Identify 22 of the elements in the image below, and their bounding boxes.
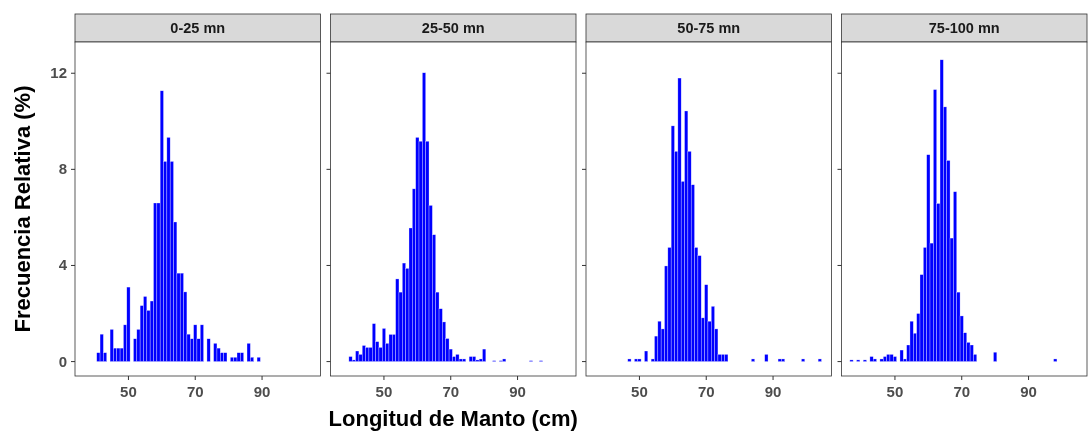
x-tick-label: 90 bbox=[253, 383, 271, 400]
y-axis-title: Frecuencia Relativa (%) bbox=[10, 85, 35, 333]
x-tick-label: 90 bbox=[509, 383, 526, 400]
y-tick-label: 0 bbox=[58, 352, 67, 370]
x-tick-label: 70 bbox=[697, 383, 715, 400]
x-tick-label: 70 bbox=[953, 383, 971, 400]
x-axis-title: Longitud de Manto (cm) bbox=[328, 406, 578, 431]
x-tick-label: 50 bbox=[375, 383, 393, 400]
x-tick-label: 50 bbox=[886, 383, 904, 400]
x-tick-label: 90 bbox=[764, 383, 782, 400]
x-tick-label: 70 bbox=[442, 383, 460, 400]
y-tick-label: 4 bbox=[58, 256, 68, 274]
y-tick-label: 12 bbox=[50, 64, 67, 82]
chart-title: 0-25 mn bbox=[170, 20, 226, 36]
chart-title: 75-100 mn bbox=[928, 20, 1000, 36]
chart-title: 25-50 mn bbox=[421, 20, 485, 36]
x-tick-label: 50 bbox=[631, 383, 648, 400]
y-tick-label: 8 bbox=[58, 160, 67, 178]
chart-title: 50-75 mn bbox=[677, 20, 741, 36]
x-tick-label: 70 bbox=[186, 383, 204, 400]
x-tick-label: 50 bbox=[120, 383, 137, 400]
x-tick-label: 90 bbox=[1020, 383, 1037, 400]
